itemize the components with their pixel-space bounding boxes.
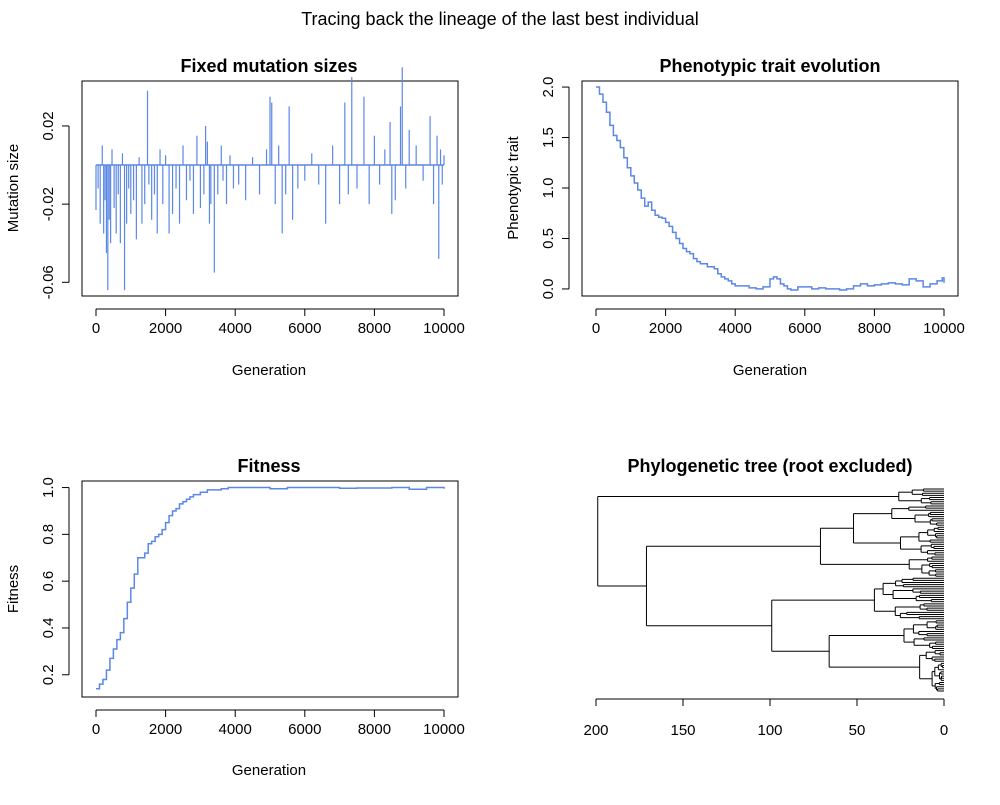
tree-x-tick-label: 200	[583, 722, 608, 739]
plot-frame	[81, 480, 459, 698]
panel-fitness: Fitness 0 2000 4000 6000 8000 100000.20.40.60…	[5, 456, 465, 779]
y-tick-label: 2.0	[540, 77, 557, 98]
series-group	[96, 486, 445, 690]
series-line	[96, 486, 445, 690]
y-tick-label: 0.02	[40, 111, 57, 140]
series-group	[596, 86, 945, 291]
x-tick-label: 6000	[288, 721, 321, 738]
x-tick-label: 6000	[288, 320, 321, 337]
x-tick-label: 4000	[219, 721, 252, 738]
tree-x-tick-label: 0	[940, 722, 948, 739]
y-tick-label: 0.2	[40, 664, 57, 685]
plot-frame	[581, 80, 959, 297]
x-tick-label: 10000	[923, 320, 965, 337]
x-axis-title: Generation	[733, 362, 807, 379]
x-tick-label: 4000	[719, 320, 752, 337]
series-line	[596, 86, 945, 291]
panel-title: Phenotypic trait evolution	[659, 56, 880, 76]
tree-branches	[597, 488, 944, 692]
x-tick-label: 6000	[788, 320, 821, 337]
x-tick-label: 4000	[219, 320, 252, 337]
x-tick-label: 10000	[423, 721, 465, 738]
axes-group: 0 2000 4000 6000 8000 10000 0.0 0.5 1.0 1.5 2.0	[540, 77, 965, 337]
tree-x-tick-label: 100	[757, 722, 782, 739]
panel-phenotypic-trait: Phenotypic trait evolution 0 2000 4000 6000…	[505, 56, 965, 379]
panel-mutation-sizes: Fixed mutation sizes 0 2000 4000 6000 8000 10…	[5, 56, 465, 379]
plot-frame	[81, 80, 459, 297]
y-axis-title: Phenotypic trait	[505, 135, 522, 239]
series-group	[95, 67, 445, 291]
x-axis-title: Generation	[232, 762, 306, 779]
y-tick-label: 1.5	[540, 127, 557, 148]
x-tick-label: 8000	[358, 721, 391, 738]
y-tick-label: 1.0	[540, 178, 557, 199]
panel-title: Fitness	[237, 456, 300, 476]
x-tick-label: 10000	[423, 320, 465, 337]
y-tick-label: 0.0	[540, 279, 557, 300]
x-tick-label: 2000	[149, 320, 182, 337]
y-tick-label: -0.06	[40, 265, 57, 299]
axes-group: 0 2000 4000 6000 8000 10000 0.2 0.4 0.6 0.8 1.0	[40, 477, 465, 738]
panel-title: Fixed mutation sizes	[180, 56, 357, 76]
x-tick-label: 0	[592, 320, 600, 337]
x-tick-label: 2000	[149, 721, 182, 738]
panel-title: Phylogenetic tree (root excluded)	[627, 456, 912, 476]
x-tick-label: 0	[92, 320, 100, 337]
y-tick-label: 0.5	[540, 228, 557, 249]
tree-x-tick-label: 150	[670, 722, 695, 739]
x-axis-title: Generation	[232, 362, 306, 379]
panel-phylogenetic-tree: Phylogenetic tree (root excluded) 200 150…	[583, 456, 948, 739]
y-tick-label: 1.0	[40, 477, 57, 498]
tree-axis: 200 150 100 50 0	[583, 698, 948, 739]
x-tick-label: 8000	[858, 320, 891, 337]
y-tick-label: -0.02	[40, 187, 57, 221]
x-tick-label: 0	[92, 721, 100, 738]
y-axis-title: Mutation size	[5, 144, 22, 232]
x-tick-label: 2000	[649, 320, 682, 337]
y-tick-label: 0.4	[40, 618, 57, 639]
tree-x-tick-label: 50	[849, 722, 866, 739]
y-tick-label: 0.6	[40, 571, 57, 592]
axes-group: 0 2000 4000 6000 8000 10000 -0.06 -0.02 0.02	[40, 111, 465, 337]
y-tick-label: 0.8	[40, 524, 57, 545]
x-tick-label: 8000	[358, 320, 391, 337]
y-axis-title: Fitness	[5, 565, 22, 613]
figure-title: Tracing back the lineage of the last bes…	[301, 9, 699, 29]
